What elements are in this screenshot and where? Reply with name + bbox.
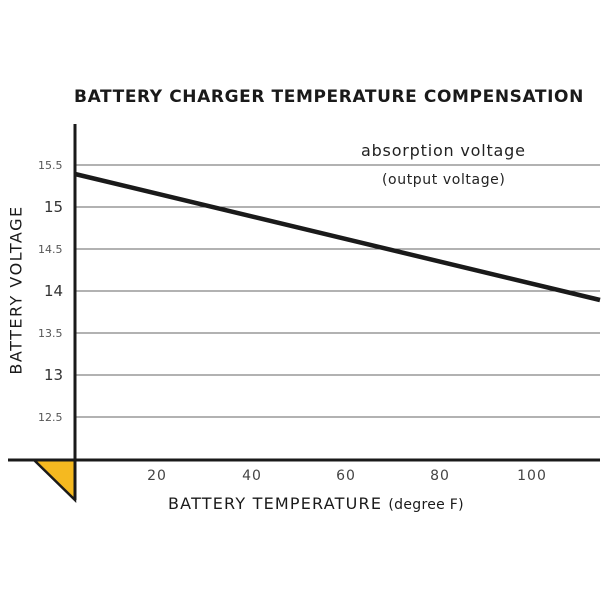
ytick-label: 14.5: [38, 243, 63, 256]
series-annotation: absorption voltage: [361, 141, 526, 160]
xtick-label: 20: [147, 468, 167, 484]
ytick-label: 15.5: [38, 159, 63, 172]
ytick-label: 12.5: [38, 411, 63, 424]
ytick-label: 15: [44, 198, 63, 216]
corner-triangle-icon: [30, 458, 77, 503]
xtick-label: 100: [517, 468, 547, 484]
absorption-voltage-line: [74, 171, 601, 303]
series-annotation-sub: (output voltage): [382, 172, 506, 188]
x-axis-label-text: BATTERY TEMPERATURE: [168, 494, 389, 513]
ytick-label: 14: [44, 282, 63, 300]
xtick-label: 80: [430, 468, 450, 484]
chart-title: BATTERY CHARGER TEMPERATURE COMPENSATION: [74, 87, 584, 107]
gridlines: [75, 164, 600, 418]
xtick-label: 60: [336, 468, 356, 484]
y-axis-label: BATTERY VOLTAGE: [6, 205, 26, 375]
xtick-label: 40: [242, 468, 262, 484]
ytick-label: 13: [44, 366, 63, 384]
x-axis-label: BATTERY TEMPERATURE (degree F): [168, 494, 464, 513]
ytick-label: 13.5: [38, 327, 63, 340]
x-axis-unit: (degree F): [388, 497, 464, 513]
